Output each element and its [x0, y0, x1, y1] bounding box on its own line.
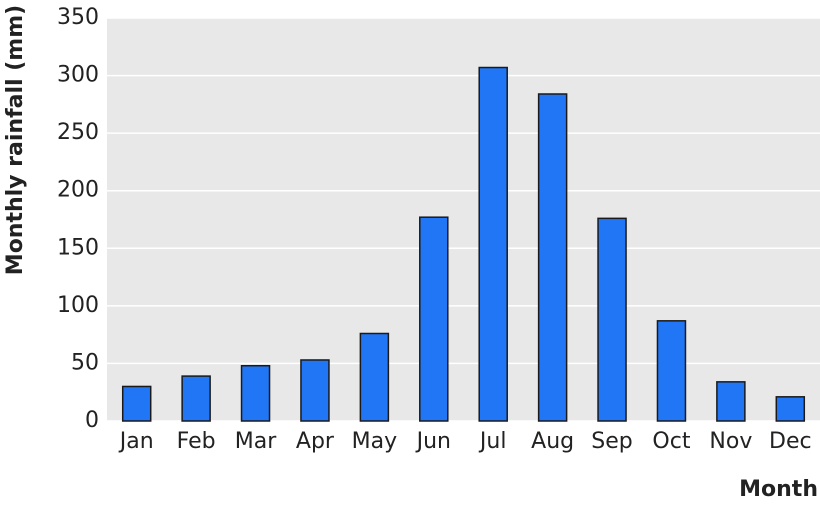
y-tick-label: 250 [57, 120, 99, 145]
bar [359, 332, 390, 422]
x-tick-label: Mar [235, 429, 277, 454]
plot-background [107, 18, 820, 421]
bar [300, 359, 330, 422]
bar [240, 364, 271, 422]
bar [775, 396, 806, 422]
bar [597, 217, 627, 422]
y-tick-label: 100 [57, 293, 99, 318]
y-axis-label: Monthly rainfall (mm) [3, 5, 28, 275]
x-tick-label: Oct [652, 429, 690, 454]
y-tick-label: 200 [57, 178, 99, 203]
x-tick-label: Nov [709, 429, 752, 454]
bar [478, 66, 508, 422]
x-tick-label: Jan [118, 429, 154, 454]
bar [121, 385, 152, 422]
x-tick-label: Sep [591, 429, 632, 454]
y-tick-label: 0 [85, 408, 99, 433]
x-tick-label: Dec [769, 429, 812, 454]
x-tick-label: Jun [415, 429, 451, 454]
y-tick-label: 300 [57, 63, 99, 88]
bar [537, 93, 568, 422]
x-tick-label: Apr [296, 429, 335, 454]
x-tick-label: Aug [531, 429, 574, 454]
bar [181, 375, 211, 422]
y-tick-label: 350 [57, 5, 99, 30]
y-tick-label: 150 [57, 235, 99, 260]
bar [656, 320, 687, 422]
y-tick-label: 50 [71, 350, 99, 375]
x-axis-label: Month [739, 477, 818, 502]
bar [716, 381, 746, 422]
x-tick-label: Feb [177, 429, 216, 454]
x-tick-label: May [352, 429, 397, 454]
bar [419, 216, 449, 422]
x-tick-label: Jul [478, 429, 507, 454]
